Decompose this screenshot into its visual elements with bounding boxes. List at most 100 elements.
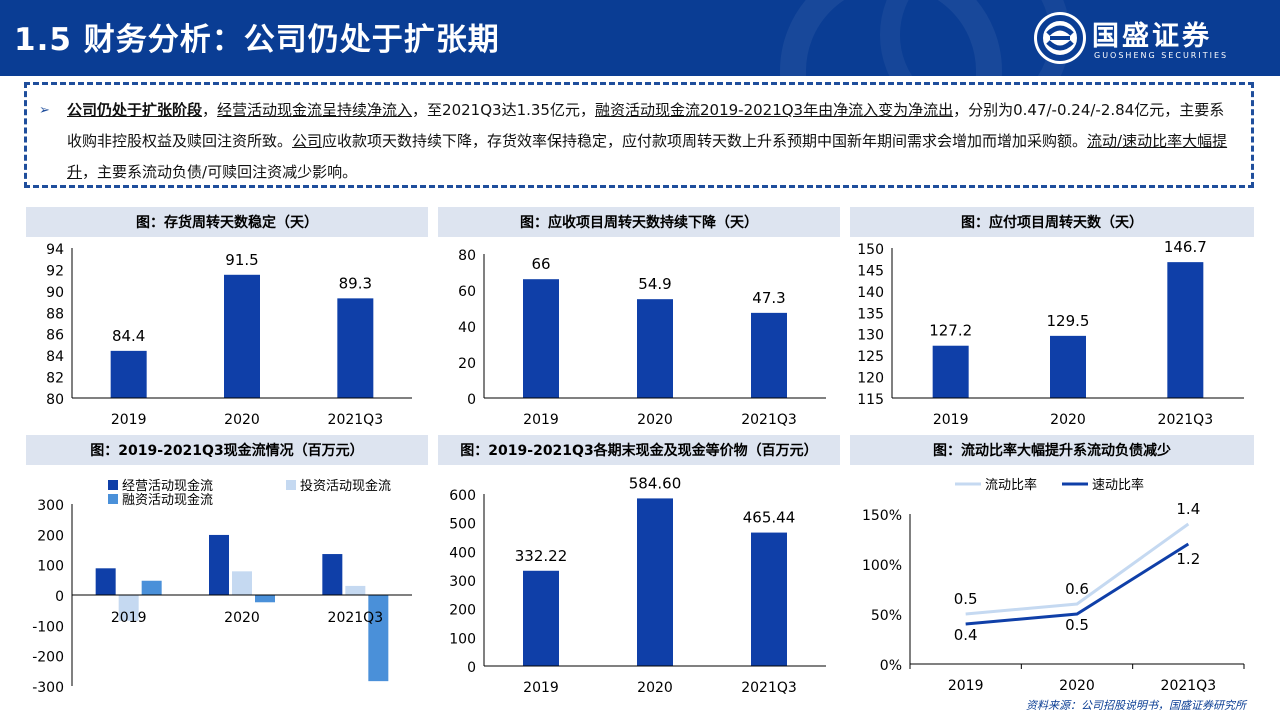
cashflow-legend-swatch [108,480,118,490]
logo-text: 国盛证券 [1092,21,1212,52]
liquidity-data-label: 0.5 [1065,616,1089,634]
receivable-bar [637,299,673,398]
cashflow-bar [232,571,252,595]
inventory-data-label: 84.4 [112,327,145,345]
cash-equivalents-ytick: 0 [467,660,476,676]
cashflow-xtick: 2019 [111,610,147,626]
receivable-data-label: 66 [531,255,550,273]
receivable-ytick: 0 [467,392,476,408]
receivable-xtick: 2020 [637,412,673,428]
cash-equivalents-ytick: 100 [449,631,476,647]
cashflow-ytick: 200 [37,528,64,544]
chart-title-receivable: 图：应收项目周转天数持续下降（天） [438,207,840,237]
company-logo: 国盛证券 GUOSHENG SECURITIES [1034,10,1264,68]
receivable-ytick: 40 [458,320,476,336]
cash-equivalents-bar [637,498,673,666]
payable-data-label: 129.5 [1047,312,1090,330]
chart-title-liquidity: 图：流动比率大幅提升系流动负债减少 [850,435,1254,465]
receivable-data-label: 54.9 [638,275,671,293]
cashflow-bar [118,595,139,621]
cash-equivalents-ytick: 300 [449,574,476,590]
liquidity-xtick: 2019 [948,678,984,694]
inventory-ytick: 88 [46,306,64,322]
payable-data-label: 146.7 [1164,238,1207,256]
summary-text: 公司仍处于扩张阶段，经营活动现金流呈持续净流入，至2021Q3达1.35亿元，融… [67,101,1228,181]
chart-title-payable: 图：应付项目周转天数（天） [850,207,1254,237]
inventory-bar [337,298,374,398]
inventory-ytick: 92 [46,263,64,279]
liquidity-data-label: 1.2 [1176,550,1200,568]
cash-equivalents-ytick: 500 [449,517,476,533]
payable-ytick: 150 [857,242,884,258]
cashflow-bar [209,534,229,595]
inventory-ytick: 80 [46,392,64,408]
header-bar: 1.5 财务分析：公司仍处于扩张期 国盛证券 GUOSHENG SECURITI… [0,0,1280,76]
cashflow-bar [322,554,343,595]
inventory-data-label: 89.3 [339,274,372,292]
liquidity-series-line [965,522,1190,616]
liquidity-data-label: 0.6 [1065,580,1089,598]
cash-equivalents-ytick: 600 [449,488,476,504]
liquidity-xtick: 2021Q3 [1161,678,1217,694]
liquidity-legend-label: 流动比率 [985,477,1037,493]
receivable-bar [523,279,559,398]
cashflow-ytick: -200 [32,650,64,666]
liquidity-ytick: 150% [862,508,902,524]
page-title: 1.5 财务分析：公司仍处于扩张期 [14,22,500,58]
cashflow-ytick: 300 [37,498,64,514]
inventory-ytick: 90 [46,285,64,301]
cashflow-ytick: 100 [37,559,64,575]
payable-ytick: 120 [857,371,884,387]
liquidity-legend-label: 速动比率 [1092,477,1144,493]
cashflow-legend-swatch [286,480,296,490]
logo-icon [1034,12,1086,64]
source-note: 资料来源：公司招股说明书，国盛证券研究所 [1026,699,1246,712]
inventory-ytick: 82 [46,371,64,387]
receivable-bar [751,312,787,398]
liquidity-ytick: 0% [880,658,902,674]
payable-ytick: 115 [857,392,884,408]
inventory-bar [224,274,260,398]
receivable-xtick: 2021Q3 [741,412,797,428]
liquidity-ytick: 100% [862,558,902,574]
liquidity-ytick: 50% [871,608,902,624]
receivable-ytick: 80 [458,248,476,264]
receivable-xtick: 2019 [523,412,559,428]
cash-equivalents-data-label: 465.44 [743,509,796,527]
inventory-xtick: 2020 [224,412,260,428]
payable-ytick: 145 [857,263,884,279]
liquidity-series-line [965,542,1190,626]
payable-xtick: 2020 [1050,412,1086,428]
bullet-arrow-icon: ➢ [39,103,50,118]
summary-box: ➢ 公司仍处于扩张阶段，经营活动现金流呈持续净流入，至2021Q3达1.35亿元… [24,82,1254,188]
cashflow-bar [95,568,116,595]
payable-ytick: 140 [857,285,884,301]
inventory-ytick: 94 [46,242,64,258]
inventory-ytick: 84 [46,349,64,365]
cashflow-bar [368,595,389,682]
payable-data-label: 127.2 [929,322,972,340]
cashflow-bar [255,595,275,603]
cashflow-legend-label: 投资活动现金流 [300,478,391,494]
inventory-bar [110,350,147,398]
receivable-ytick: 60 [458,284,476,300]
liquidity-data-label: 0.5 [954,590,978,608]
cash-equivalents-xtick: 2020 [637,680,673,696]
cashflow-legend-swatch [108,494,118,504]
cashflow-xtick: 2020 [224,610,260,626]
chart-title-cash-equivalents: 图：2019-2021Q3各期末现金及现金等价物（百万元） [438,435,840,465]
payable-bar [1050,335,1086,398]
cashflow-xtick: 2021Q3 [328,610,384,626]
cash-equivalents-data-label: 584.60 [629,474,682,492]
receivable-data-label: 47.3 [752,289,785,307]
payable-ytick: 130 [857,328,884,344]
liquidity-data-label: 0.4 [954,626,978,644]
cashflow-legend-label: 融资活动现金流 [122,492,213,508]
payable-bar [932,345,969,398]
cash-equivalents-bar [751,532,787,666]
cash-equivalents-ytick: 200 [449,603,476,619]
cash-equivalents-ytick: 400 [449,545,476,561]
inventory-xtick: 2019 [111,412,147,428]
cash-equivalents-bar [523,570,559,666]
cashflow-ytick: 0 [55,589,64,605]
